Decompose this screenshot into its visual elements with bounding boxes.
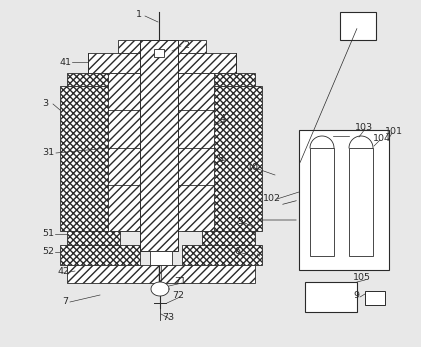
Text: 2: 2 (183, 41, 189, 50)
Bar (202, 73, 255, 86)
Text: 103: 103 (355, 122, 373, 132)
Bar (60, 245, 140, 265)
Bar (60, 86, 140, 231)
Text: 101: 101 (385, 127, 403, 135)
Text: 9: 9 (353, 291, 359, 301)
Bar (88, 53, 236, 73)
Text: 42: 42 (58, 268, 70, 277)
Text: 7: 7 (62, 297, 68, 306)
Bar (67, 231, 120, 245)
Bar (365, 291, 385, 305)
Text: 72: 72 (172, 290, 184, 299)
Bar (118, 40, 206, 53)
Bar (67, 265, 255, 283)
Bar (305, 282, 357, 312)
Text: 3: 3 (42, 99, 48, 108)
Text: 6: 6 (234, 247, 240, 256)
Text: 105: 105 (353, 273, 371, 282)
Text: 8: 8 (217, 153, 223, 162)
Text: 52: 52 (42, 247, 54, 256)
Text: 41: 41 (59, 58, 71, 67)
Text: 1: 1 (136, 9, 142, 18)
Text: 5: 5 (237, 218, 243, 227)
Text: 104: 104 (373, 134, 391, 143)
Text: 4: 4 (220, 113, 226, 122)
Bar (182, 245, 262, 265)
Bar (349, 148, 373, 256)
Text: 73: 73 (162, 313, 174, 322)
Bar (67, 73, 120, 86)
Text: 31: 31 (42, 147, 54, 156)
Bar (202, 231, 255, 245)
Bar (140, 40, 178, 251)
Bar (182, 86, 262, 231)
Text: 71: 71 (174, 277, 186, 286)
Bar (310, 148, 334, 256)
Bar (299, 130, 389, 270)
Bar (150, 251, 172, 265)
Bar (108, 73, 214, 231)
Text: 10: 10 (247, 162, 259, 171)
Polygon shape (151, 282, 169, 296)
Bar (154, 49, 164, 57)
Text: 51: 51 (42, 229, 54, 238)
Text: 102: 102 (263, 194, 281, 203)
Bar (340, 12, 376, 40)
